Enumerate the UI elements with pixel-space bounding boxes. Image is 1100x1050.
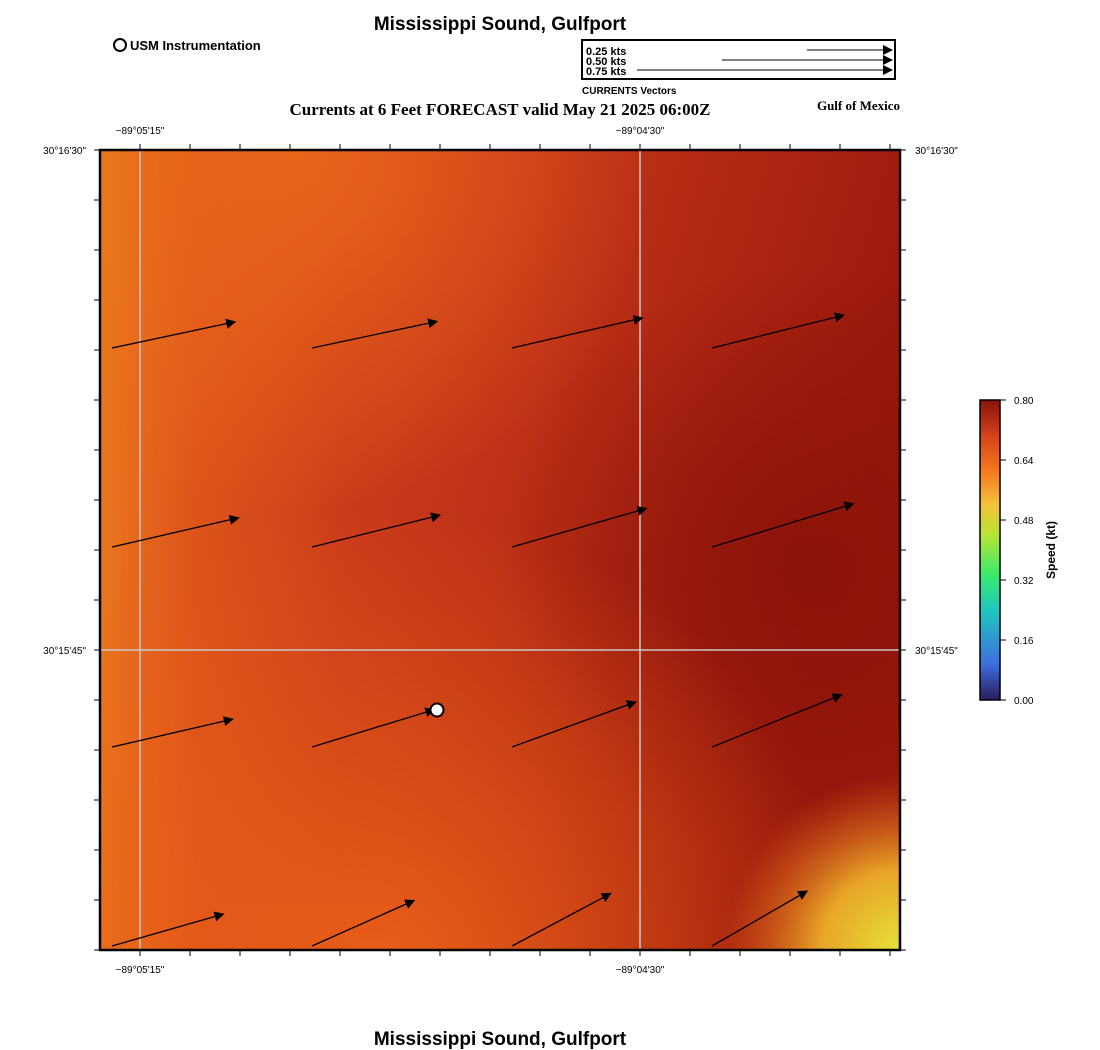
current-vector-arrow — [111, 716, 234, 748]
lon-label-bottom: −89°04'30" — [616, 965, 665, 976]
current-vector-arrow — [311, 899, 416, 947]
graticule — [100, 150, 900, 950]
vector-legend-title: CURRENTS Vectors — [582, 86, 677, 97]
scale-label-025: 0.25 kts — [586, 46, 626, 58]
scale-label-075: 0.75 kts — [586, 66, 626, 78]
lon-label-bottom: −89°05'15" — [116, 965, 165, 976]
region-label: Gulf of Mexico — [817, 98, 900, 113]
forecast-subtitle: Currents at 6 Feet FORECAST valid May 21… — [289, 100, 710, 119]
lat-label-left: 30°16'30" — [43, 146, 86, 157]
colorbar-tick-label: 0.64 — [1014, 456, 1034, 467]
current-vector-arrow — [111, 911, 225, 947]
current-vector-arrow — [311, 707, 436, 748]
colorbar-label: Speed (kt) — [1044, 521, 1058, 579]
speed-field — [100, 150, 900, 950]
colorbar-tick-label: 0.32 — [1014, 576, 1034, 587]
colorbar-ramp — [979, 399, 1001, 701]
colorbar-tick-label: 0.00 — [1014, 696, 1034, 707]
station-legend-label: USM Instrumentation — [130, 38, 261, 53]
lat-label-left: 30°15'45" — [43, 646, 86, 657]
colorbar: 0.80 0.64 0.48 0.32 0.16 0.00 Speed (kt) — [979, 396, 1058, 707]
vector-scale-legend: 0.25 kts 0.50 kts 0.75 kts CURRENTS Vect… — [581, 39, 896, 97]
lon-label-top: −89°05'15" — [116, 126, 165, 137]
current-vector-arrow — [511, 892, 612, 947]
colorbar-tick-label: 0.16 — [1014, 636, 1034, 647]
usm-station-marker[interactable] — [429, 702, 445, 718]
current-vector-arrow — [311, 512, 442, 548]
current-vector-arrow — [711, 890, 809, 947]
station-legend-icon — [113, 38, 127, 52]
station-legend: USM Instrumentation — [113, 38, 261, 53]
current-vector-arrow — [711, 312, 845, 349]
current-vector-arrow — [711, 693, 843, 748]
current-vector-arrow — [511, 506, 648, 548]
current-vector-arrow — [111, 318, 237, 349]
lon-label-top: −89°04'30" — [616, 126, 665, 137]
scale-label-050: 0.50 kts — [586, 56, 626, 68]
colorbar-tick-label: 0.80 — [1014, 396, 1034, 407]
lat-label-right: 30°16'30" — [915, 146, 958, 157]
current-vector-arrow — [111, 514, 240, 548]
current-vector-arrow — [311, 318, 439, 349]
map-title-bottom: Mississippi Sound, Gulfport — [374, 1029, 627, 1050]
current-vectors — [111, 312, 855, 947]
map-title: Mississippi Sound, Gulfport — [374, 14, 627, 35]
colorbar-tick-label: 0.48 — [1014, 516, 1034, 527]
current-vector-arrow — [511, 700, 637, 748]
lat-label-right: 30°15'45" — [915, 646, 958, 657]
current-vector-arrow — [511, 315, 644, 349]
current-vector-arrow — [711, 501, 855, 548]
frame-ticks — [94, 144, 906, 956]
